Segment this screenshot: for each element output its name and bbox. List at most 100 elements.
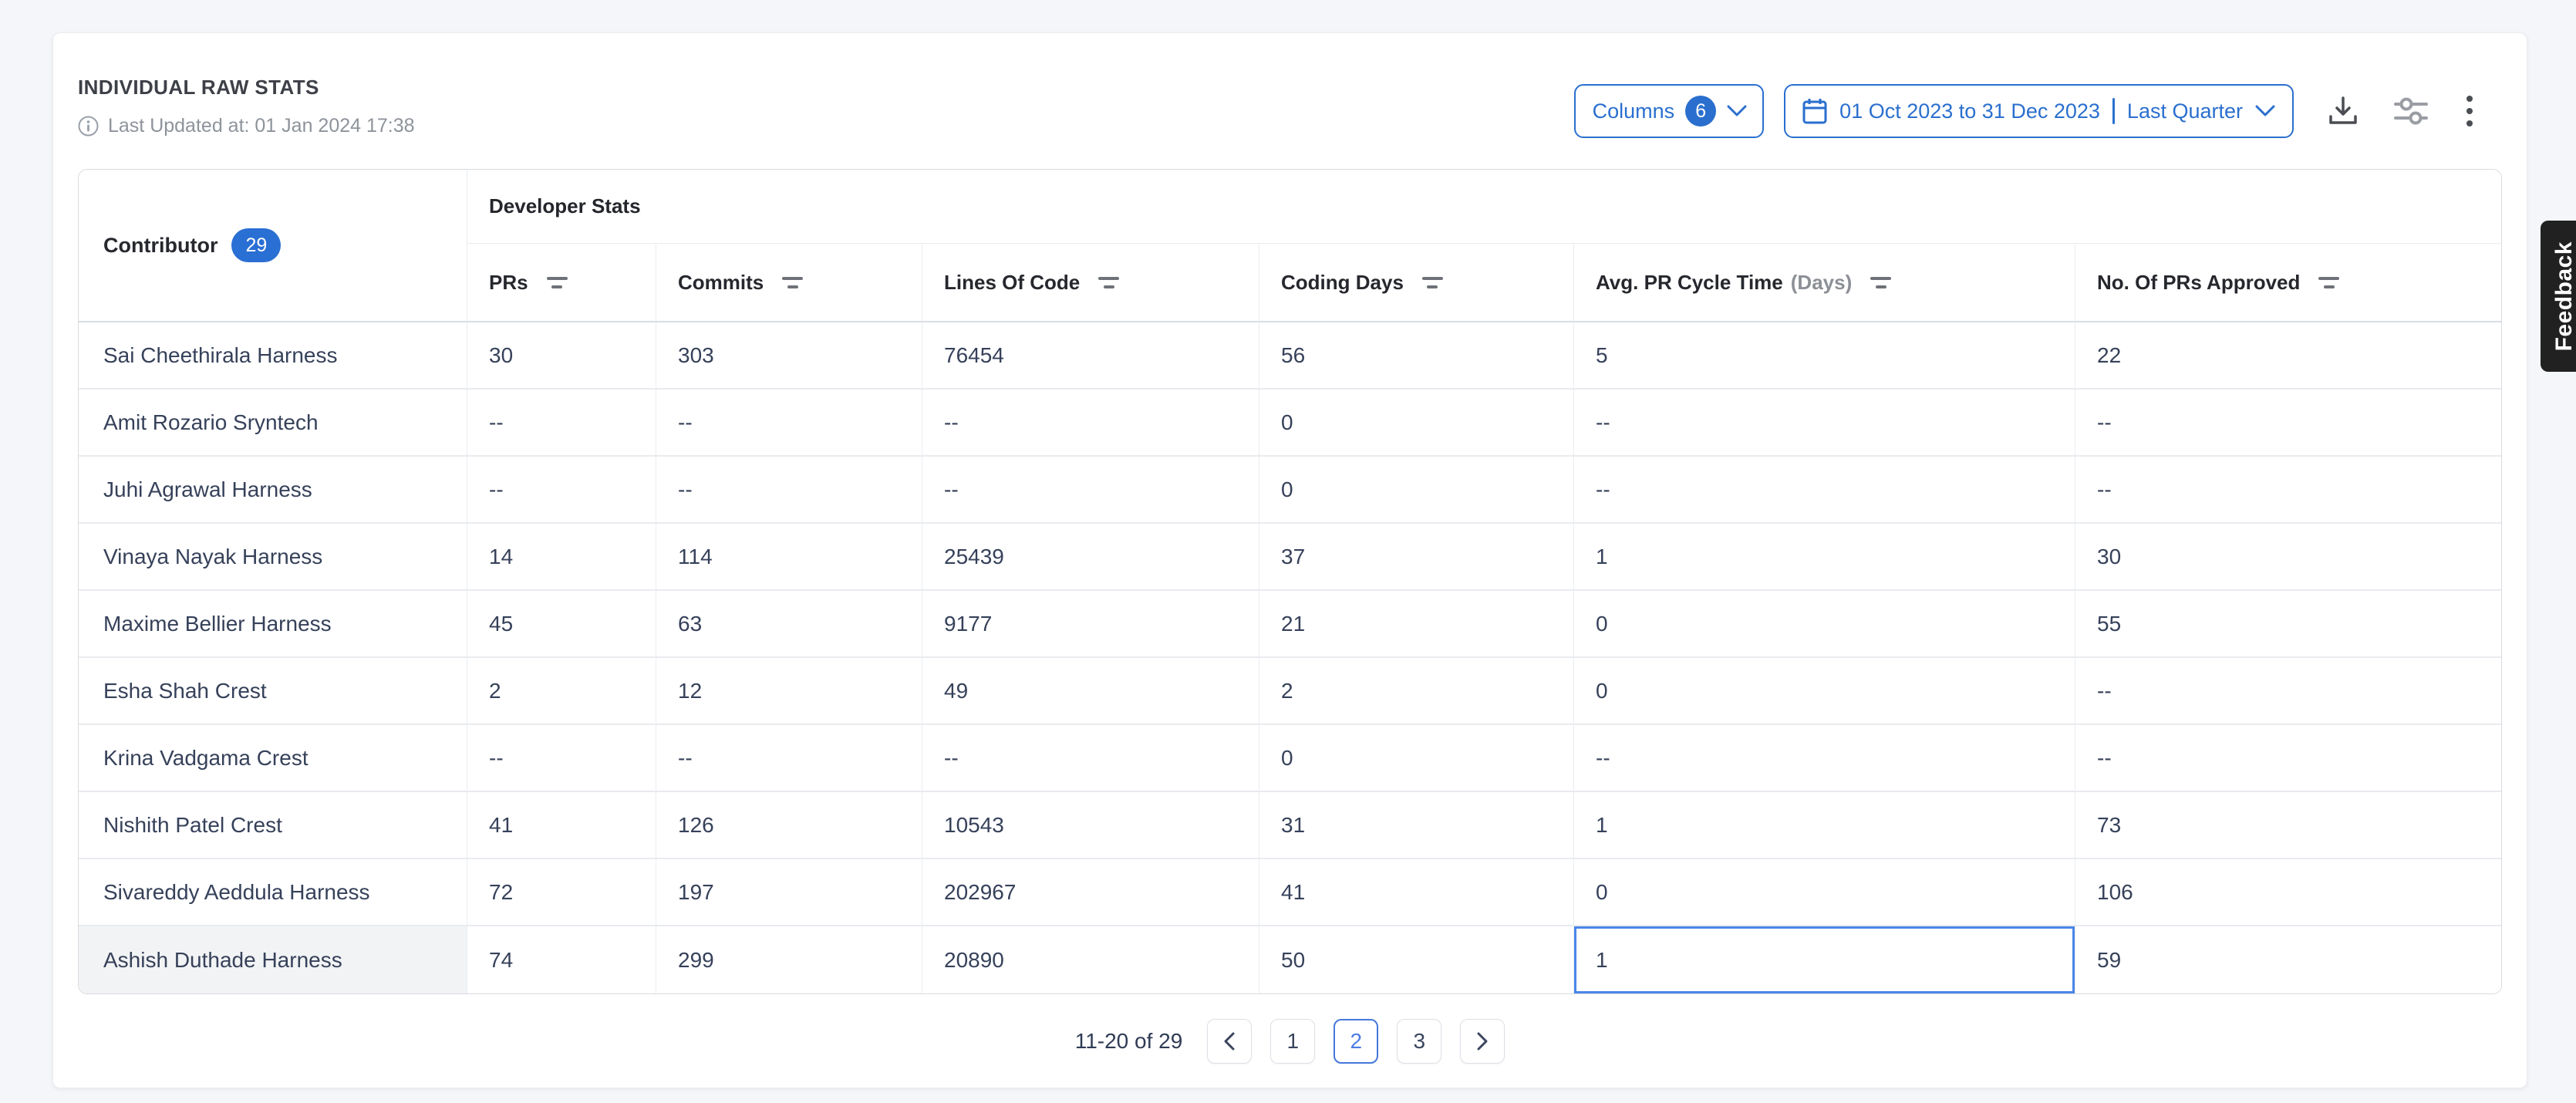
filter-icon[interactable] xyxy=(2315,272,2342,293)
value-cell[interactable]: 63 xyxy=(656,591,922,658)
value-cell[interactable]: 30 xyxy=(467,322,656,390)
value-cell[interactable]: 9177 xyxy=(922,591,1259,658)
date-range-button[interactable]: 01 Oct 2023 to 31 Dec 2023 Last Quarter xyxy=(1784,84,2294,138)
value-cell[interactable]: 10543 xyxy=(922,792,1259,859)
page-button-2[interactable]: 2 xyxy=(1334,1019,1379,1064)
value-cell[interactable]: -- xyxy=(656,457,922,524)
value-cell[interactable]: 114 xyxy=(656,524,922,591)
value-cell[interactable]: 56 xyxy=(1259,322,1573,390)
value-cell[interactable]: -- xyxy=(922,725,1259,792)
filter-settings-button[interactable] xyxy=(2394,96,2428,126)
contributor-cell[interactable]: Krina Vadgama Crest xyxy=(79,725,467,792)
value-cell[interactable]: 22 xyxy=(2075,322,2501,390)
calendar-icon xyxy=(1802,99,1827,124)
value-cell[interactable]: -- xyxy=(2075,390,2501,457)
next-page-button[interactable] xyxy=(1460,1019,1505,1064)
contributor-cell[interactable]: Ashish Duthade Harness xyxy=(79,926,467,993)
value-cell[interactable]: 1 xyxy=(1573,926,2075,993)
value-cell[interactable]: 55 xyxy=(2075,591,2501,658)
value-cell[interactable]: -- xyxy=(2075,457,2501,524)
value-cell[interactable]: 37 xyxy=(1259,524,1573,591)
value-cell[interactable]: -- xyxy=(1573,725,2075,792)
value-cell[interactable]: 0 xyxy=(1259,457,1573,524)
value-cell[interactable]: 49 xyxy=(922,658,1259,725)
toolbar: Columns 6 01 Oct 2023 to 31 Dec 2023 Las… xyxy=(1573,84,2474,138)
page-button-1[interactable]: 1 xyxy=(1270,1019,1316,1064)
value-cell[interactable]: 59 xyxy=(2075,926,2501,993)
contributor-cell[interactable]: Juhi Agrawal Harness xyxy=(79,457,467,524)
value-cell[interactable]: 50 xyxy=(1259,926,1573,993)
value-cell[interactable]: 12 xyxy=(656,658,922,725)
filter-icon[interactable] xyxy=(779,272,806,293)
contributor-cell[interactable]: Vinaya Nayak Harness xyxy=(79,524,467,591)
info-icon[interactable] xyxy=(78,116,99,137)
value-cell[interactable]: 0 xyxy=(1259,725,1573,792)
value-cell[interactable]: 45 xyxy=(467,591,656,658)
value-cell[interactable]: 72 xyxy=(467,859,656,926)
contributor-cell[interactable]: Nishith Patel Crest xyxy=(79,792,467,859)
filter-settings-icon xyxy=(2394,97,2428,125)
value-cell[interactable]: 0 xyxy=(1573,658,2075,725)
column-label: Lines Of Code xyxy=(944,270,1081,294)
value-cell[interactable]: -- xyxy=(656,390,922,457)
value-cell[interactable]: -- xyxy=(467,725,656,792)
value-cell[interactable]: 5 xyxy=(1573,322,2075,390)
more-options-button[interactable] xyxy=(2465,94,2474,128)
value-cell[interactable]: 126 xyxy=(656,792,922,859)
value-cell[interactable]: 202967 xyxy=(922,859,1259,926)
value-cell[interactable]: -- xyxy=(467,457,656,524)
value-cell[interactable]: 299 xyxy=(656,926,922,993)
value-cell[interactable]: 0 xyxy=(1573,591,2075,658)
filter-icon[interactable] xyxy=(1419,272,1446,293)
filter-icon[interactable] xyxy=(1867,272,1894,293)
value-cell[interactable]: -- xyxy=(2075,725,2501,792)
value-cell[interactable]: 106 xyxy=(2075,859,2501,926)
value-cell[interactable]: 76454 xyxy=(922,322,1259,390)
value-cell[interactable]: 1 xyxy=(1573,792,2075,859)
value-cell[interactable]: 2 xyxy=(467,658,656,725)
column-header-coding-days: Coding Days xyxy=(1259,244,1573,322)
pagination-summary: 11-20 of 29 xyxy=(1074,1029,1183,1053)
value-cell[interactable]: 41 xyxy=(467,792,656,859)
value-cell[interactable]: 73 xyxy=(2075,792,2501,859)
filter-icon[interactable] xyxy=(544,272,571,293)
contributor-cell[interactable]: Esha Shah Crest xyxy=(79,658,467,725)
value-cell[interactable]: 21 xyxy=(1259,591,1573,658)
columns-button[interactable]: Columns 6 xyxy=(1573,84,1765,138)
date-preset-text: Last Quarter xyxy=(2126,99,2243,123)
last-updated-row: Last Updated at: 01 Jan 2024 17:38 xyxy=(78,115,415,137)
download-button[interactable] xyxy=(2328,95,2359,127)
value-cell[interactable]: 0 xyxy=(1573,859,2075,926)
column-header-prs: PRs xyxy=(467,244,656,322)
value-cell[interactable]: 303 xyxy=(656,322,922,390)
value-cell[interactable]: 2 xyxy=(1259,658,1573,725)
value-cell[interactable]: 14 xyxy=(467,524,656,591)
value-cell[interactable]: -- xyxy=(1573,457,2075,524)
value-cell[interactable]: -- xyxy=(922,390,1259,457)
value-cell[interactable]: 41 xyxy=(1259,859,1573,926)
filter-icon[interactable] xyxy=(1095,272,1122,293)
value-cell[interactable]: -- xyxy=(1573,390,2075,457)
value-cell[interactable]: 197 xyxy=(656,859,922,926)
feedback-tab[interactable]: Feedback xyxy=(2541,221,2576,372)
contributor-cell[interactable]: Sai Cheethirala Harness xyxy=(79,322,467,390)
value-cell[interactable]: 1 xyxy=(1573,524,2075,591)
value-cell[interactable]: 20890 xyxy=(922,926,1259,993)
value-cell[interactable]: 31 xyxy=(1259,792,1573,859)
value-cell[interactable]: 74 xyxy=(467,926,656,993)
value-cell[interactable]: -- xyxy=(467,390,656,457)
value-cell[interactable]: 30 xyxy=(2075,524,2501,591)
page-button-3[interactable]: 3 xyxy=(1397,1019,1442,1064)
value-cell[interactable]: -- xyxy=(922,457,1259,524)
value-cell[interactable]: -- xyxy=(656,725,922,792)
contributor-cell[interactable]: Maxime Bellier Harness xyxy=(79,591,467,658)
column-label: Coding Days xyxy=(1281,270,1404,294)
value-cell[interactable]: -- xyxy=(2075,658,2501,725)
contributor-cell[interactable]: Amit Rozario Sryntech xyxy=(79,390,467,457)
contributor-label: Contributor xyxy=(103,233,218,257)
previous-page-button[interactable] xyxy=(1207,1019,1253,1064)
value-cell[interactable]: 0 xyxy=(1259,390,1573,457)
value-cell[interactable]: 25439 xyxy=(922,524,1259,591)
contributor-cell[interactable]: Sivareddy Aeddula Harness xyxy=(79,859,467,926)
